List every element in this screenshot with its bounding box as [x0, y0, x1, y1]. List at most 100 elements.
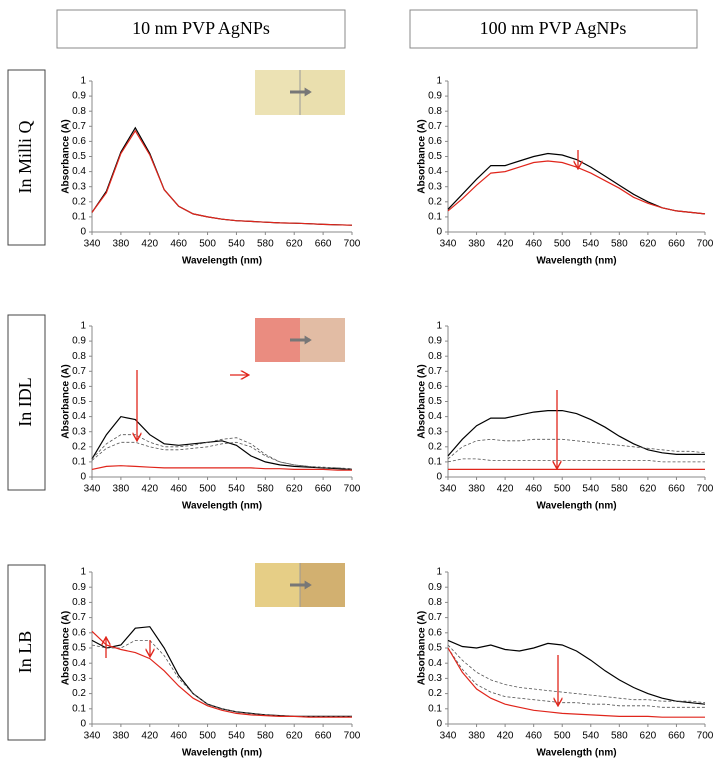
spectrum-line [91, 129, 353, 226]
column-header: 100 nm PVP AgNPs [480, 18, 627, 38]
y-tick-label: 0.6 [72, 627, 86, 638]
y-tick-label: 0.8 [72, 597, 86, 608]
y-tick-label: 0 [80, 472, 86, 483]
y-tick-label: 0.9 [428, 582, 442, 593]
row-box [7, 314, 46, 491]
y-tick-label: 0 [436, 227, 442, 238]
row-label: In IDL [15, 377, 35, 426]
x-tick-label: 500 [199, 239, 216, 250]
y-tick-label: 0 [80, 719, 86, 730]
y-tick-label: 0.4 [72, 658, 86, 669]
y-tick-label: 0.5 [428, 643, 442, 654]
y-tick-label: 0.3 [428, 426, 442, 437]
y-tick-label: 0.4 [428, 166, 442, 177]
y-axis-label: Absorbance (A) [417, 119, 428, 193]
x-tick-label: 580 [611, 731, 628, 742]
y-tick-label: 0.2 [72, 688, 86, 699]
x-tick-label: 580 [257, 239, 274, 250]
x-tick-label: 700 [344, 239, 361, 250]
y-tick-label: 0.6 [72, 381, 86, 392]
y-tick-label: 1 [80, 321, 86, 332]
x-tick-label: 540 [228, 484, 245, 495]
spectrum-line [447, 639, 706, 705]
x-tick-label: 700 [697, 484, 714, 495]
x-tick-label: 660 [315, 731, 332, 742]
x-tick-label: 540 [582, 484, 599, 495]
y-tick-label: 0.3 [428, 673, 442, 684]
x-tick-label: 420 [497, 239, 514, 250]
x-axis-label: Wavelength (nm) [182, 501, 262, 512]
x-tick-label: 460 [525, 731, 542, 742]
x-tick-label: 660 [668, 484, 685, 495]
y-tick-label: 0.5 [428, 396, 442, 407]
x-tick-label: 700 [697, 731, 714, 742]
row-box [7, 69, 46, 246]
x-tick-label: 500 [554, 731, 571, 742]
x-axis-label: Wavelength (nm) [182, 748, 262, 759]
y-tick-label: 0.5 [428, 151, 442, 162]
x-tick-label: 460 [170, 484, 187, 495]
y-tick-label: 0.5 [72, 643, 86, 654]
x-tick-label: 380 [113, 731, 130, 742]
x-tick-label: 620 [640, 239, 657, 250]
x-tick-label: 420 [497, 731, 514, 742]
y-tick-label: 0.9 [428, 336, 442, 347]
x-tick-label: 540 [582, 239, 599, 250]
y-tick-label: 0.2 [428, 688, 442, 699]
y-tick-label: 0.4 [428, 411, 442, 422]
y-tick-label: 0.9 [72, 582, 86, 593]
y-tick-label: 0.2 [428, 196, 442, 207]
y-tick-label: 0.7 [72, 366, 86, 377]
row-label: In LB [15, 631, 35, 674]
y-tick-label: 0.4 [428, 658, 442, 669]
x-tick-label: 380 [468, 484, 485, 495]
y-tick-label: 0.2 [72, 441, 86, 452]
y-tick-label: 1 [436, 321, 442, 332]
x-axis-label: Wavelength (nm) [536, 501, 616, 512]
spectrum-line [91, 640, 352, 717]
x-tick-label: 420 [141, 731, 158, 742]
spectrum-line [447, 438, 706, 460]
y-tick-label: 0.6 [428, 381, 442, 392]
chart: 0 0.1 0.2 0.3 0.4 0.5 0.6 0.7 0.8 0.9 1 340 380 420 46… [61, 76, 361, 267]
y-tick-label: 0.7 [428, 121, 442, 132]
y-axis-label: Absorbance (A) [61, 364, 72, 438]
x-tick-label: 340 [84, 239, 101, 250]
x-tick-label: 380 [113, 239, 130, 250]
x-tick-label: 340 [84, 484, 101, 495]
y-tick-label: 0.1 [72, 457, 86, 468]
x-tick-label: 540 [228, 731, 245, 742]
y-tick-label: 0.7 [428, 366, 442, 377]
y-tick-label: 0.1 [428, 212, 442, 223]
x-tick-label: 540 [228, 239, 245, 250]
y-tick-label: 0.8 [428, 597, 442, 608]
y-axis-label: Absorbance (A) [417, 364, 428, 438]
y-tick-label: 0.9 [428, 91, 442, 102]
x-tick-label: 380 [468, 239, 485, 250]
x-tick-label: 660 [315, 484, 332, 495]
x-tick-label: 460 [525, 239, 542, 250]
x-tick-label: 580 [611, 239, 628, 250]
x-tick-label: 460 [170, 731, 187, 742]
row-box [7, 564, 46, 741]
spectrum-line [447, 410, 705, 457]
x-tick-label: 420 [141, 484, 158, 495]
spectrum-line [91, 630, 352, 718]
y-tick-label: 0.7 [72, 121, 86, 132]
y-axis-label: Absorbance (A) [417, 611, 428, 685]
x-tick-label: 580 [257, 731, 274, 742]
y-tick-label: 1 [80, 567, 86, 578]
x-tick-label: 340 [440, 731, 457, 742]
y-tick-label: 1 [436, 76, 442, 87]
spectrum-line [91, 465, 352, 471]
x-tick-label: 620 [286, 484, 303, 495]
y-tick-label: 0.3 [428, 181, 442, 192]
x-tick-label: 380 [113, 484, 130, 495]
x-tick-label: 620 [640, 731, 657, 742]
y-tick-label: 0 [436, 472, 442, 483]
header-box [56, 9, 346, 49]
spectrum-line [91, 126, 353, 226]
x-tick-label: 460 [170, 239, 187, 250]
x-tick-label: 660 [315, 239, 332, 250]
